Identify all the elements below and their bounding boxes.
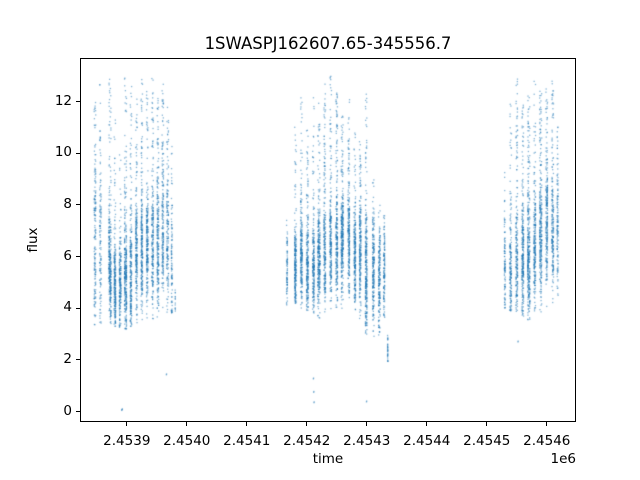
scatter-canvas	[80, 58, 576, 422]
x-tick-label: 2.4539	[103, 433, 151, 449]
y-tick-label: 12	[54, 92, 72, 109]
y-tick-label: 10	[54, 144, 72, 161]
x-tick-label: 2.4543	[343, 433, 391, 449]
y-tick	[76, 256, 80, 258]
y-tick	[76, 411, 80, 413]
y-tick	[76, 204, 80, 206]
y-tick-label: 0	[63, 402, 72, 419]
y-tick-label: 2	[63, 350, 72, 367]
x-tick-label: 2.4545	[463, 433, 511, 449]
y-tick	[76, 307, 80, 309]
y-tick	[76, 152, 80, 154]
x-tick	[546, 422, 548, 426]
x-tick-label: 2.4546	[523, 433, 571, 449]
x-tick	[246, 422, 248, 426]
x-tick	[126, 422, 128, 426]
y-tick	[76, 101, 80, 103]
y-tick	[76, 359, 80, 361]
plot-title: 1SWASPJ162607.65-345556.7	[204, 34, 452, 53]
y-tick-label: 4	[63, 299, 72, 316]
x-tick	[306, 422, 308, 426]
x-tick-label: 2.4542	[283, 433, 331, 449]
x-tick	[426, 422, 428, 426]
x-tick	[366, 422, 368, 426]
x-tick	[186, 422, 188, 426]
y-tick-label: 6	[63, 247, 72, 264]
y-axis-label: flux	[25, 227, 41, 253]
y-tick-label: 8	[63, 195, 72, 212]
x-tick-label: 2.4541	[223, 433, 271, 449]
x-tick	[486, 422, 488, 426]
x-offset-label: 1e6	[550, 451, 576, 467]
x-tick-label: 2.4544	[403, 433, 451, 449]
x-axis-label: time	[312, 451, 344, 467]
x-tick-label: 2.4540	[163, 433, 211, 449]
